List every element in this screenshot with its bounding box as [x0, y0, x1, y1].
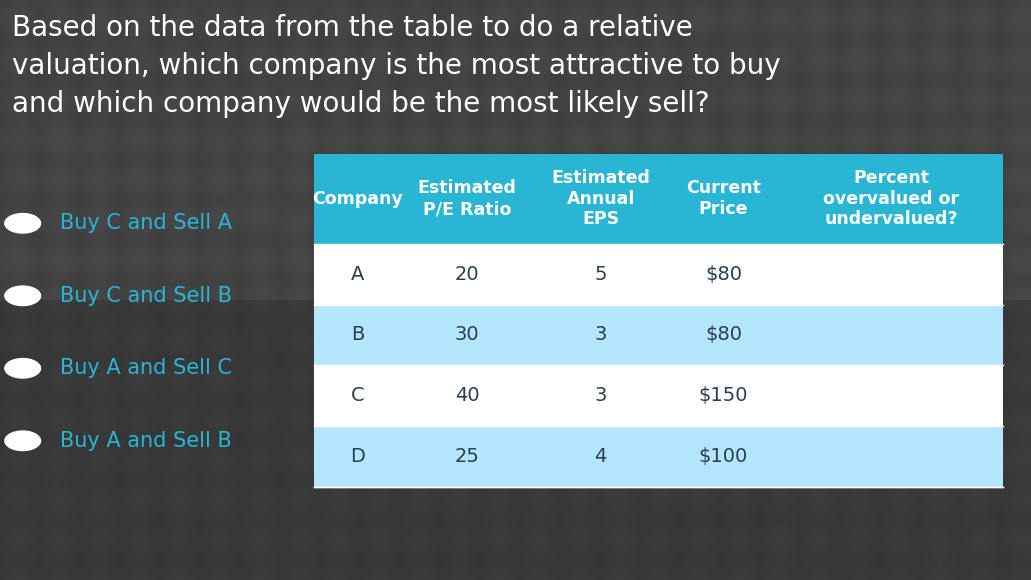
Circle shape [4, 430, 41, 451]
Text: $80: $80 [705, 325, 742, 345]
Circle shape [4, 358, 41, 379]
Text: 3: 3 [595, 325, 607, 345]
Text: Buy A and Sell B: Buy A and Sell B [60, 431, 232, 451]
Text: 4: 4 [595, 447, 607, 466]
FancyBboxPatch shape [314, 426, 1003, 487]
Text: Based on the data from the table to do a relative
valuation, which company is th: Based on the data from the table to do a… [12, 14, 781, 118]
Text: Buy A and Sell C: Buy A and Sell C [60, 358, 232, 378]
Text: Estimated
P/E Ratio: Estimated P/E Ratio [418, 179, 517, 218]
Text: 25: 25 [455, 447, 479, 466]
Text: B: B [351, 325, 364, 345]
Circle shape [4, 213, 41, 234]
Text: Company: Company [312, 190, 403, 208]
FancyBboxPatch shape [314, 244, 1003, 304]
Text: Buy C and Sell B: Buy C and Sell B [60, 286, 232, 306]
Text: Current
Price: Current Price [686, 179, 761, 218]
Text: Buy C and Sell A: Buy C and Sell A [60, 213, 232, 233]
Circle shape [4, 285, 41, 306]
Text: $150: $150 [699, 386, 749, 405]
Text: 5: 5 [595, 264, 607, 284]
Text: 30: 30 [455, 325, 479, 345]
Text: 3: 3 [595, 386, 607, 405]
Text: $100: $100 [699, 447, 749, 466]
Text: 20: 20 [455, 264, 479, 284]
Text: A: A [351, 264, 364, 284]
Text: D: D [351, 447, 365, 466]
Text: Percent
overvalued or
undervalued?: Percent overvalued or undervalued? [823, 169, 959, 229]
Text: 40: 40 [455, 386, 479, 405]
Text: $80: $80 [705, 264, 742, 284]
FancyBboxPatch shape [314, 154, 1003, 244]
FancyBboxPatch shape [314, 304, 1003, 365]
FancyBboxPatch shape [314, 365, 1003, 426]
Text: C: C [351, 386, 364, 405]
Text: Estimated
Annual
EPS: Estimated Annual EPS [552, 169, 651, 229]
